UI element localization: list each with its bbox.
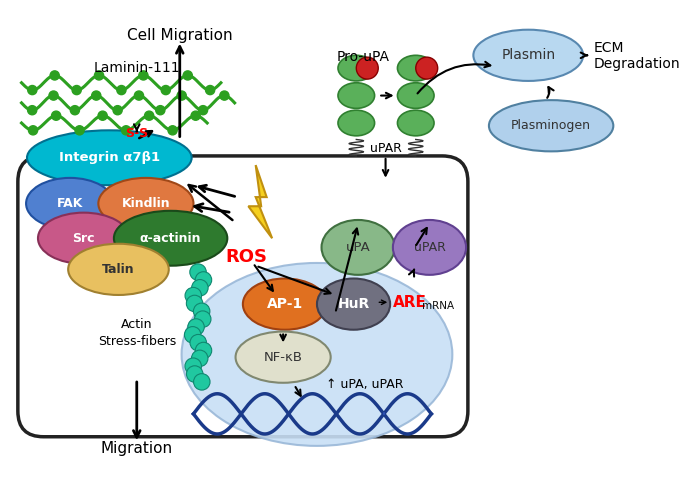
Circle shape [183,71,192,80]
Circle shape [117,85,126,94]
Circle shape [184,327,201,343]
Ellipse shape [321,220,395,275]
Circle shape [29,126,38,135]
Ellipse shape [68,244,169,295]
Circle shape [191,111,200,120]
Circle shape [194,374,210,390]
Circle shape [27,85,37,94]
Circle shape [192,280,208,296]
Text: uPA: uPA [346,241,371,254]
Circle shape [168,126,177,135]
Circle shape [195,272,212,288]
Ellipse shape [27,130,192,185]
Ellipse shape [338,55,375,81]
Text: ROS: ROS [225,248,268,266]
Text: Src: Src [73,232,95,245]
Text: ECM: ECM [593,41,624,55]
Text: Actin
Stress-fibers: Actin Stress-fibers [98,319,176,348]
Text: uPAR: uPAR [370,142,401,155]
Text: ARE: ARE [393,295,427,310]
Circle shape [186,295,203,312]
Circle shape [185,287,201,304]
Circle shape [92,91,101,100]
Ellipse shape [338,83,375,108]
Circle shape [190,335,206,351]
FancyBboxPatch shape [18,156,468,437]
Ellipse shape [243,279,327,330]
Ellipse shape [182,263,452,446]
Text: Talin: Talin [102,263,135,276]
Circle shape [49,91,58,100]
Circle shape [113,106,122,115]
Circle shape [71,106,79,115]
Ellipse shape [393,220,466,275]
Circle shape [145,111,153,120]
Circle shape [195,311,211,327]
Text: Pro-uPA: Pro-uPA [336,50,389,64]
Circle shape [75,126,84,135]
Ellipse shape [356,57,378,79]
Circle shape [199,106,208,115]
Ellipse shape [38,213,129,264]
Text: HuR: HuR [338,297,370,311]
Circle shape [192,350,208,367]
Circle shape [195,342,212,359]
Ellipse shape [99,178,193,229]
Polygon shape [249,165,272,238]
Text: Migration: Migration [101,441,173,456]
Circle shape [134,91,144,100]
Circle shape [177,91,186,100]
Text: FAK: FAK [57,197,83,210]
Circle shape [95,71,103,80]
Circle shape [27,106,37,115]
Text: Cell Migration: Cell Migration [127,27,233,43]
Text: Laminin-111: Laminin-111 [93,61,180,75]
Ellipse shape [473,30,583,81]
Ellipse shape [317,279,390,330]
Circle shape [190,264,206,281]
Circle shape [50,71,60,80]
Ellipse shape [416,57,438,79]
Circle shape [193,303,210,320]
Circle shape [188,319,204,335]
Text: Plasminogen: Plasminogen [511,119,591,132]
Circle shape [121,126,131,135]
Text: AP-1: AP-1 [267,297,303,311]
Circle shape [72,85,82,94]
Text: α-actinin: α-actinin [140,232,201,245]
Text: S-S: S-S [125,127,149,140]
Ellipse shape [489,100,613,151]
Text: Kindlin: Kindlin [122,197,171,210]
Circle shape [185,358,201,375]
Ellipse shape [114,211,227,266]
Circle shape [139,71,148,80]
Ellipse shape [236,332,331,383]
Circle shape [186,366,203,382]
Circle shape [51,111,61,120]
Ellipse shape [397,110,434,136]
Text: mRNA: mRNA [422,301,454,311]
Circle shape [155,106,165,115]
Ellipse shape [26,178,114,229]
Circle shape [161,85,171,94]
Circle shape [206,85,214,94]
Ellipse shape [397,83,434,108]
Ellipse shape [397,55,434,81]
Text: ↑ uPA, uPAR: ↑ uPA, uPAR [326,378,403,391]
Circle shape [98,111,108,120]
Circle shape [220,91,229,100]
Text: Degradation: Degradation [593,57,680,71]
Text: uPAR: uPAR [414,241,445,254]
Text: Integrin α7β1: Integrin α7β1 [59,151,160,164]
Text: NF-κB: NF-κB [264,351,303,363]
Ellipse shape [338,110,375,136]
Text: Plasmin: Plasmin [501,48,556,62]
